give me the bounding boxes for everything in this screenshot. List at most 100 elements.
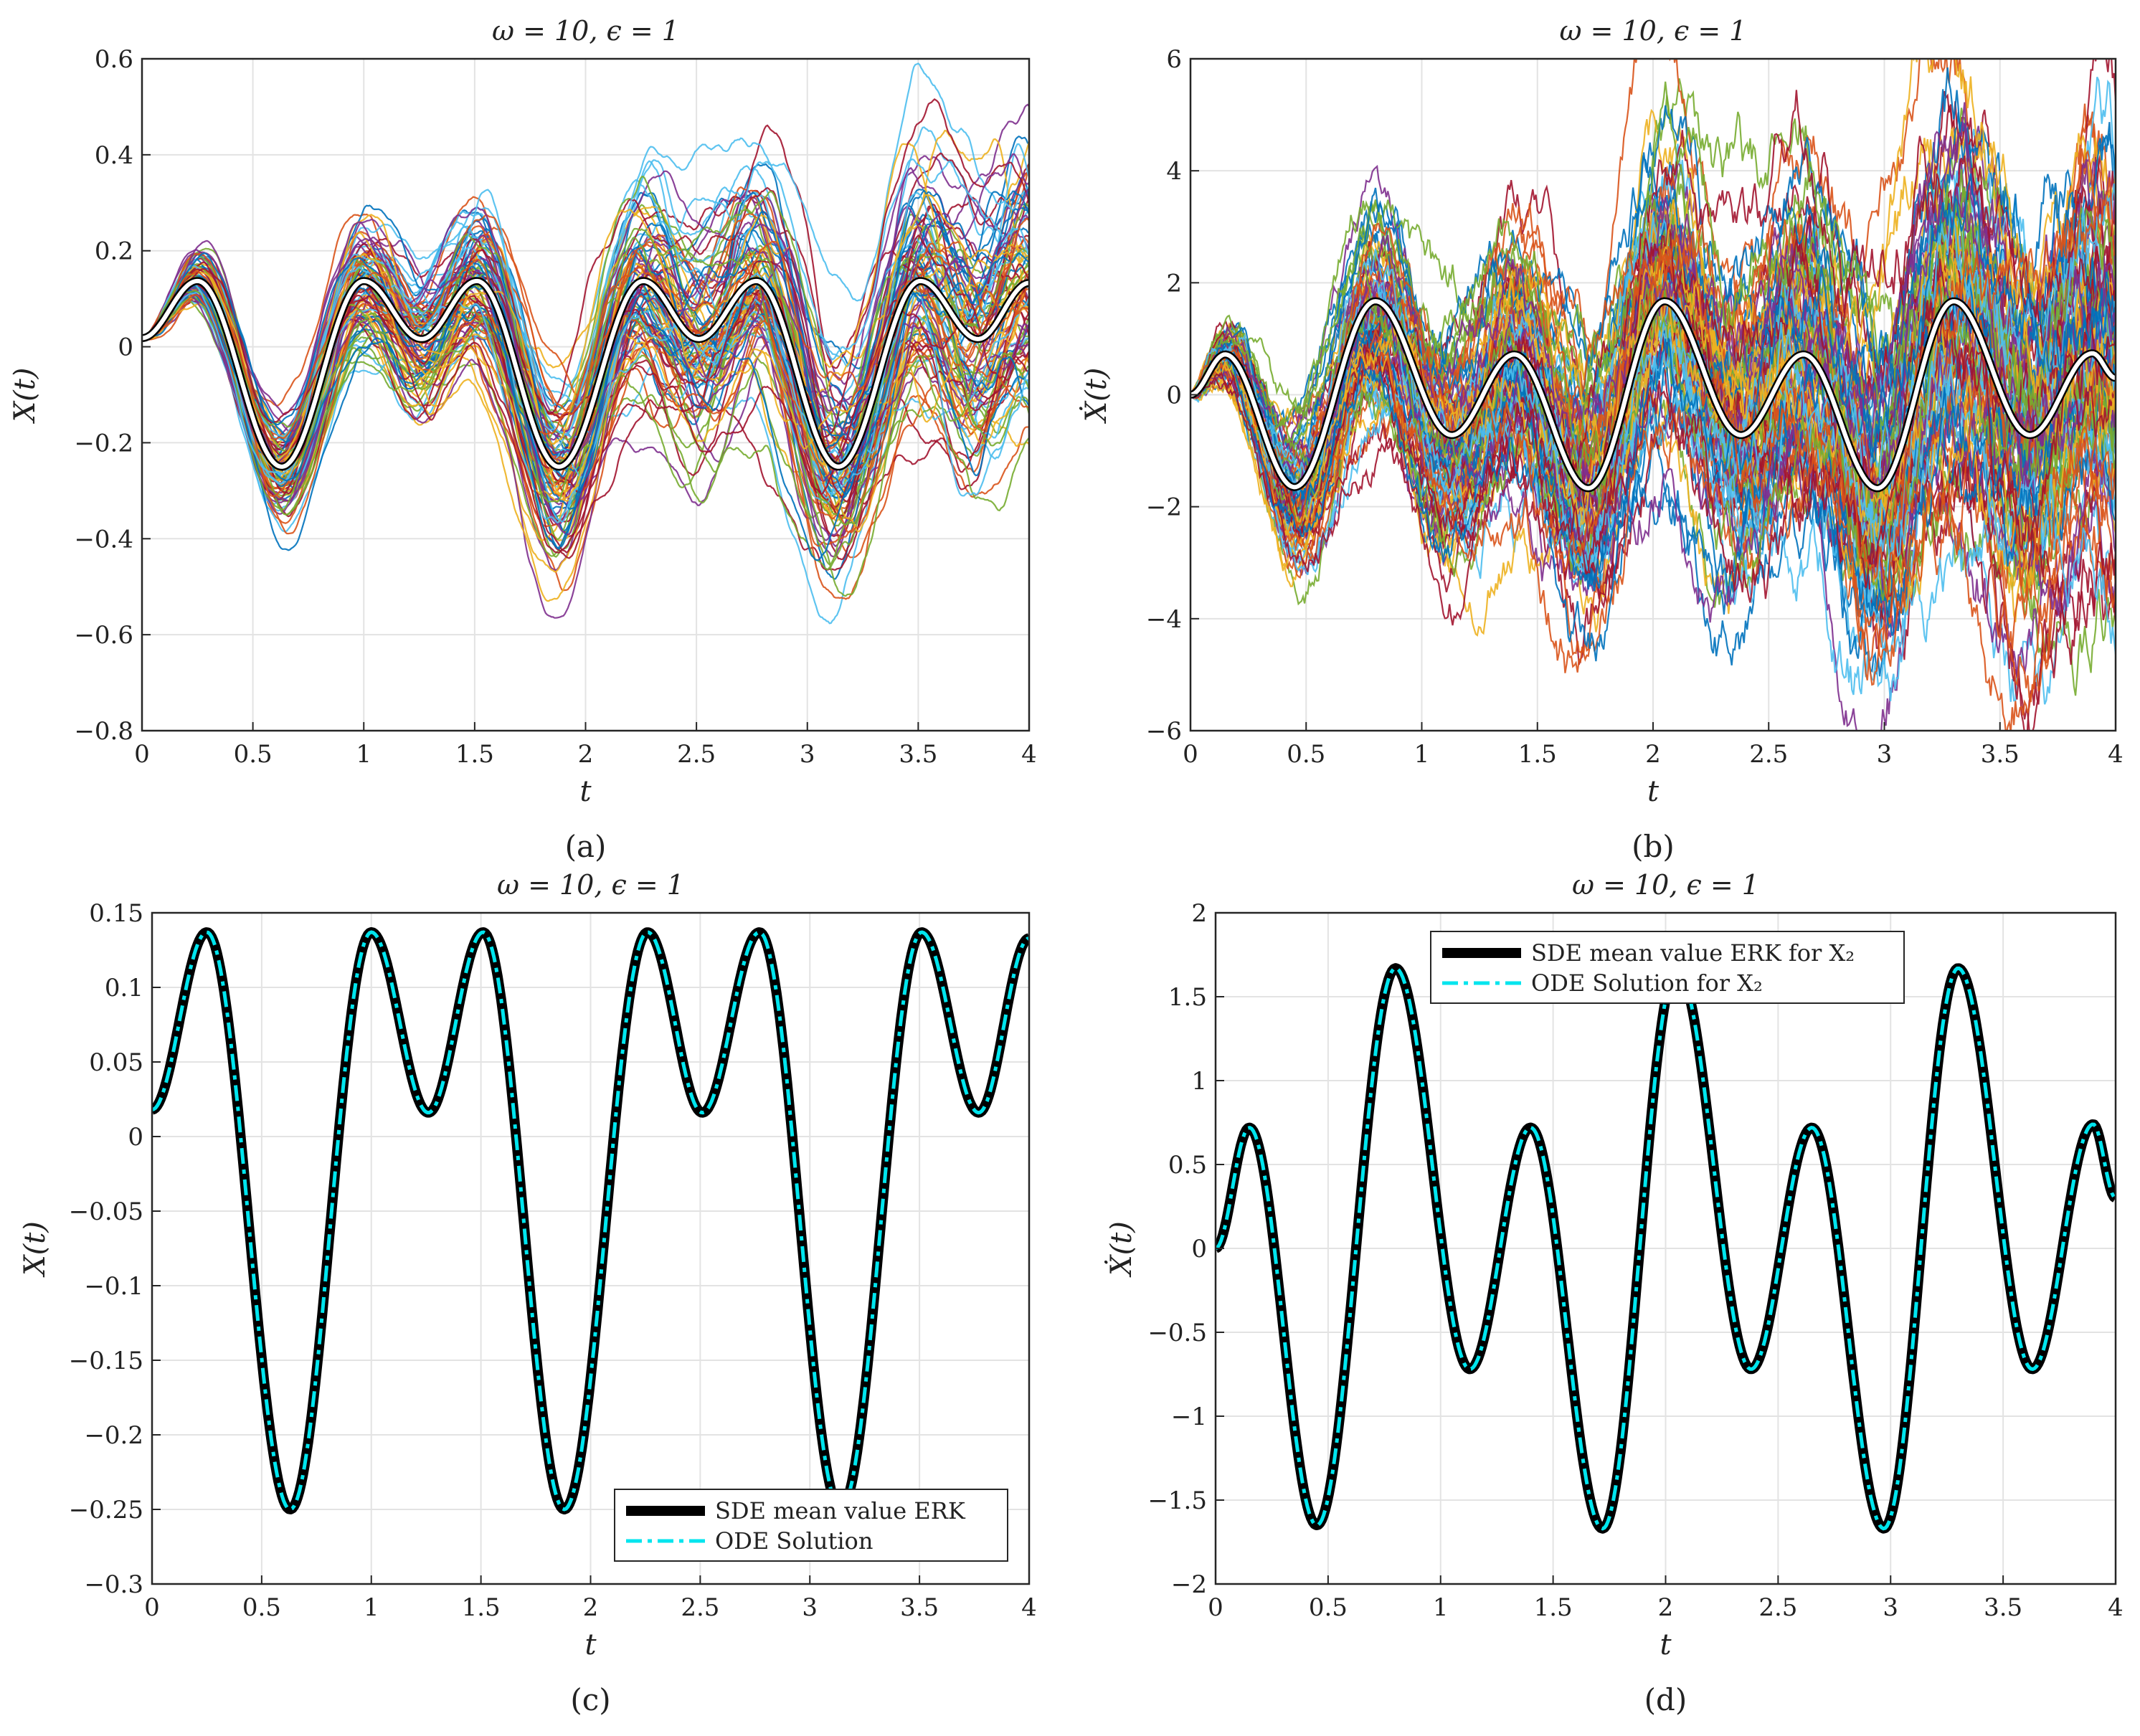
chart-title: ω = 10, ϵ = 1: [497, 869, 684, 901]
y-tick-label: −0.4: [74, 525, 133, 554]
panel-caption: (c): [570, 1682, 610, 1717]
sample-path: [142, 263, 1029, 554]
y-tick-label: −0.6: [74, 621, 133, 650]
x-tick-label: 1.5: [1534, 1593, 1573, 1622]
x-tick-label: 2: [583, 1593, 599, 1622]
y-tick-label: 0: [118, 333, 133, 362]
sample-path: [1190, 328, 2116, 686]
y-axis-label: Ẋ(t): [1104, 1221, 1138, 1278]
x-axis-label: t: [579, 775, 592, 808]
y-tick-label: 4: [1166, 157, 1182, 186]
panel-caption: (a): [565, 829, 607, 864]
x-tick-label: 1.5: [1518, 740, 1557, 769]
x-tick-label: 2: [1658, 1593, 1674, 1622]
x-tick-label: 3.5: [899, 740, 937, 769]
x-tick-label: 4: [2108, 740, 2124, 769]
y-tick-label: 0.5: [1168, 1151, 1207, 1180]
y-tick-label: −0.05: [69, 1197, 143, 1226]
y-tick-label: −0.8: [74, 717, 133, 746]
x-tick-label: 3: [1883, 1593, 1898, 1622]
y-tick-label: 0.6: [95, 45, 133, 74]
panel-a: 0 0.5 1 1.5 2 2.5 3 3.5 4 −0.8 −0.6 −0.4 −0.2 0 0.2 0.4…: [9, 15, 1037, 864]
x-tick-label: 2: [578, 740, 594, 769]
x-tick-label: 0: [1183, 740, 1198, 769]
y-tick-label: −0.1: [84, 1272, 143, 1301]
x-tick-label: 1.5: [462, 1593, 501, 1622]
sample-path: [1190, 279, 2116, 655]
mean-path: [142, 278, 1029, 469]
x-tick-label: 4: [1021, 740, 1037, 769]
y-axis-label: X(t): [9, 368, 42, 424]
sample-path: [142, 240, 1029, 535]
x-tick-label: 0: [134, 740, 150, 769]
x-tick-label: 3: [1877, 740, 1893, 769]
y-tick-label: 1.5: [1168, 983, 1207, 1012]
x-tick-label: 0: [144, 1593, 160, 1622]
chart-title: ω = 10, ϵ = 1: [1560, 15, 1747, 47]
sample-path: [1190, 183, 2116, 581]
y-tick-label: 0.05: [89, 1048, 143, 1077]
sample-path: [1190, 273, 2116, 616]
y-tick-label: 0: [1191, 1235, 1207, 1263]
y-tick-label: −0.2: [84, 1421, 143, 1450]
x-tick-label: 0.5: [242, 1593, 281, 1622]
x-axis-label: t: [584, 1628, 597, 1661]
y-tick-label: 2: [1166, 269, 1182, 298]
chart-title: ω = 10, ϵ = 1: [1572, 869, 1759, 901]
x-axis-label: t: [1660, 1628, 1672, 1661]
sample-path: [1190, 223, 2116, 569]
x-tick-label: 0.5: [1287, 740, 1325, 769]
x-tick-label: 2.5: [1758, 1593, 1797, 1622]
y-tick-label: 1: [1191, 1067, 1207, 1096]
legend-label: SDE mean value ERK: [715, 1497, 966, 1524]
x-tick-label: 3.5: [900, 1593, 939, 1622]
y-axis-label: X(t): [19, 1221, 52, 1278]
sample-path: [142, 137, 1029, 485]
data-layer: [1190, 59, 2116, 731]
x-tick-label: 1: [364, 1593, 379, 1622]
sample-path: [142, 217, 1029, 440]
y-tick-label: −0.15: [69, 1347, 143, 1375]
sample-path: [1190, 173, 2116, 662]
sample-path: [142, 232, 1029, 503]
y-tick-label: −1.5: [1147, 1486, 1207, 1515]
x-tick-label: 3.5: [1984, 1593, 2022, 1622]
x-tick-label: 0.5: [1309, 1593, 1348, 1622]
legend-box: [614, 1489, 1008, 1562]
x-tick-label: 2.5: [677, 740, 716, 769]
y-tick-label: −0.3: [84, 1570, 143, 1599]
y-tick-label: 0: [128, 1123, 143, 1152]
x-tick-label: 1: [1414, 740, 1430, 769]
legend-label: SDE mean value ERK for X₂: [1531, 939, 1855, 967]
panel-c: 0 0.5 1 1.5 2 2.5 3 3.5 4 −0.3 −0.25 −0.2 −0.15 −0.1 −…: [19, 869, 1037, 1717]
legend-label: ODE Solution for X₂: [1531, 969, 1763, 997]
y-tick-label: 0.15: [89, 899, 143, 928]
y-tick-label: 6: [1166, 45, 1182, 74]
data-layer: [142, 62, 1029, 625]
x-tick-label: 3.5: [1981, 740, 2020, 769]
y-tick-label: −0.2: [74, 429, 133, 457]
y-tick-label: −2: [1171, 1570, 1207, 1599]
sample-path: [1190, 81, 2116, 489]
sample-path: [1190, 90, 2116, 540]
x-tick-label: 4: [1021, 1593, 1037, 1622]
y-tick-label: −0.25: [69, 1496, 143, 1524]
y-tick-label: 2: [1191, 899, 1207, 928]
sample-path: [142, 252, 1029, 561]
legend: SDE mean value ERK ODE Solution: [614, 1489, 1008, 1562]
mean-path: [1190, 299, 2116, 490]
x-tick-label: 3: [800, 740, 815, 769]
sample-path: [142, 194, 1029, 463]
sample-path: [1190, 90, 2116, 593]
y-tick-label: 0.4: [95, 141, 133, 170]
y-tick-label: −6: [1146, 717, 1182, 746]
y-tick-label: 0.1: [105, 974, 143, 1002]
y-tick-label: −4: [1146, 605, 1182, 634]
legend-label: ODE Solution: [715, 1527, 873, 1555]
x-tick-label: 3: [802, 1593, 818, 1622]
y-tick-label: 0: [1166, 381, 1182, 410]
legend-box: [1430, 931, 1905, 1004]
ode-solution-line: [1216, 966, 2116, 1531]
